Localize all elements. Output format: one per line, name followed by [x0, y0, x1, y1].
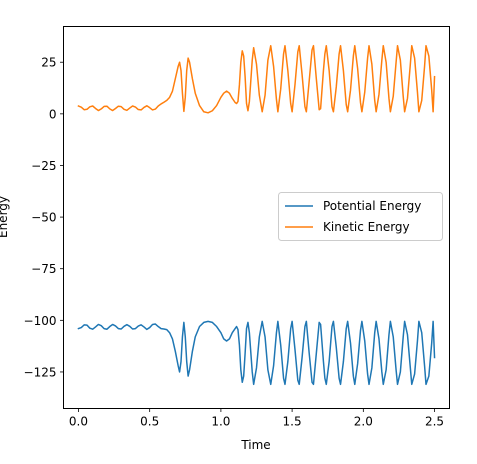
legend-label-kinetic-energy: Kinetic Energy: [323, 220, 410, 234]
x-tick-label: 1.5: [283, 415, 302, 429]
y-tick-label: −50: [31, 211, 56, 225]
y-axis-label: Energy: [0, 196, 10, 238]
legend-label-potential-energy: Potential Energy: [323, 199, 421, 213]
y-tick-label: −75: [31, 262, 56, 276]
x-tick-label: 0.0: [69, 415, 88, 429]
x-tick-label: 2.5: [425, 415, 444, 429]
plot-frame: [63, 26, 450, 409]
x-tick-label: 1.0: [211, 415, 230, 429]
y-tick-label: 0: [49, 107, 57, 121]
x-tick-label: 0.5: [140, 415, 159, 429]
series-line-potential-energy: [77, 320, 436, 386]
legend: Potential Energy Kinetic Energy: [278, 192, 443, 241]
y-tick-label: −125: [24, 365, 57, 379]
x-axis-label: Time: [240, 438, 270, 452]
legend-box: [278, 192, 443, 241]
y-axis: 25 0 −25 −50 −75 −100 −125: [24, 56, 64, 379]
y-tick-label: −100: [24, 314, 57, 328]
series-layer: [77, 44, 436, 386]
x-axis: 0.0 0.5 1.0 1.5 2.0 2.5: [69, 408, 444, 429]
series-line-kinetic-energy: [77, 44, 436, 114]
x-tick-label: 2.0: [354, 415, 373, 429]
y-tick-label: −25: [31, 159, 56, 173]
y-tick-label: 25: [41, 56, 56, 70]
